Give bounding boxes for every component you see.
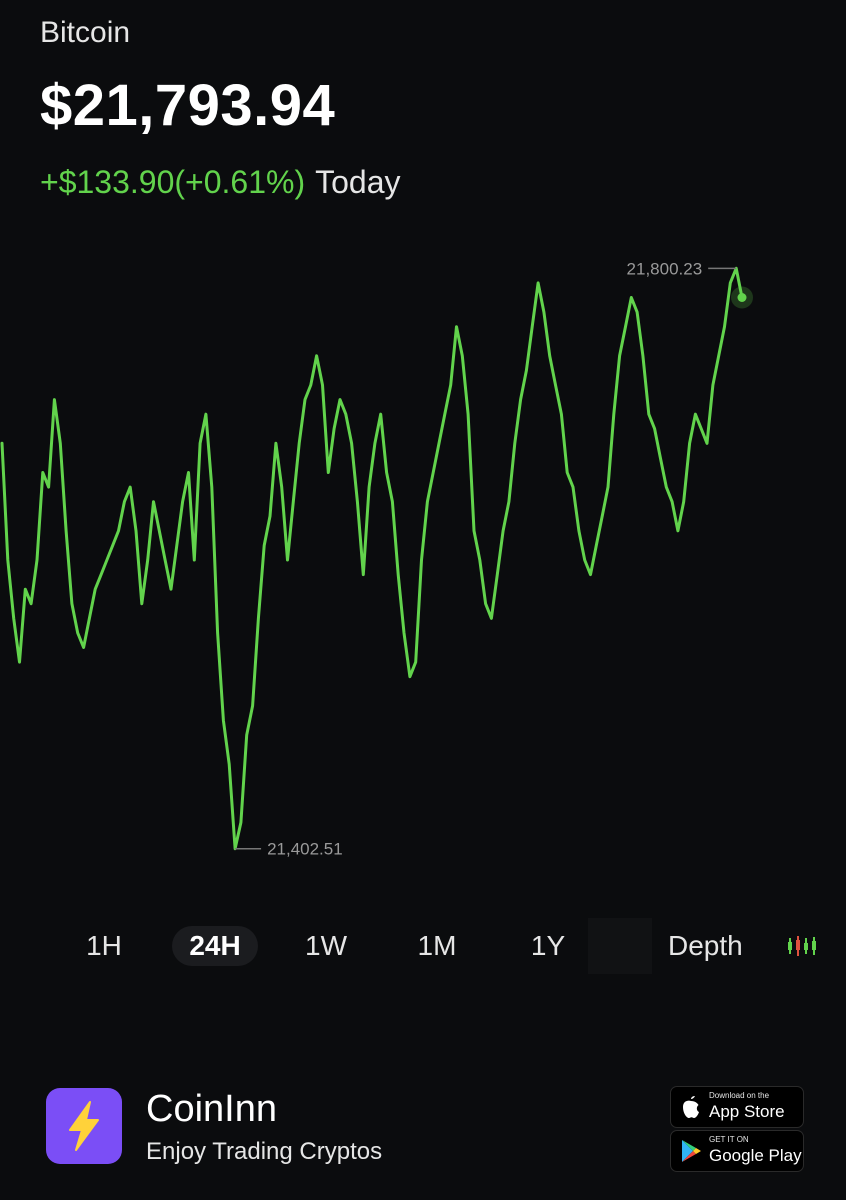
tab-1h[interactable]: 1H [86,930,122,961]
app-promo-footer: CoinInn Enjoy Trading Cryptos Download o… [0,1080,846,1190]
app-store-badge[interactable]: Download on the App Store [670,1086,804,1128]
app-tagline: Enjoy Trading Cryptos [146,1138,383,1165]
candlestick-icon[interactable] [786,932,820,960]
current-point-dot [737,293,747,303]
lightning-bolt-icon [69,1101,99,1151]
price-chart[interactable]: 21,800.23 21,402.51 [0,240,846,880]
low-price-label: 21,402.51 [267,840,343,859]
app-store-text: App Store [709,1102,785,1121]
tab-1w[interactable]: 1W [305,930,347,961]
price-line [0,266,744,851]
app-name: CoinInn [146,1088,277,1130]
tab-placeholder [588,918,652,974]
price-change-period: Today [315,164,401,200]
app-logo [46,1088,122,1164]
google-play-small-text: GET IT ON [709,1135,749,1144]
asset-name: Bitcoin [40,16,131,49]
price-change-value: +$133.90(+0.61%) [40,164,306,200]
asset-price: $21,793.94 [40,73,336,138]
tab-depth[interactable]: Depth [668,930,743,961]
google-play-badge[interactable]: GET IT ON Google Play [670,1130,804,1172]
tab-1y[interactable]: 1Y [530,930,566,961]
app-store-small-text: Download on the [709,1091,770,1100]
google-play-icon [682,1140,701,1162]
google-play-text: Google Play [709,1146,802,1165]
time-range-tabs: 1H 24H 1W 1M 1Y Depth [0,918,846,974]
high-price-label: 21,800.23 [627,259,703,278]
price-change-row: +$133.90(+0.61%) Today [40,164,400,201]
tab-1m[interactable]: 1M [417,930,457,961]
tab-24h[interactable]: 24H [172,926,258,966]
apple-icon [683,1096,699,1118]
